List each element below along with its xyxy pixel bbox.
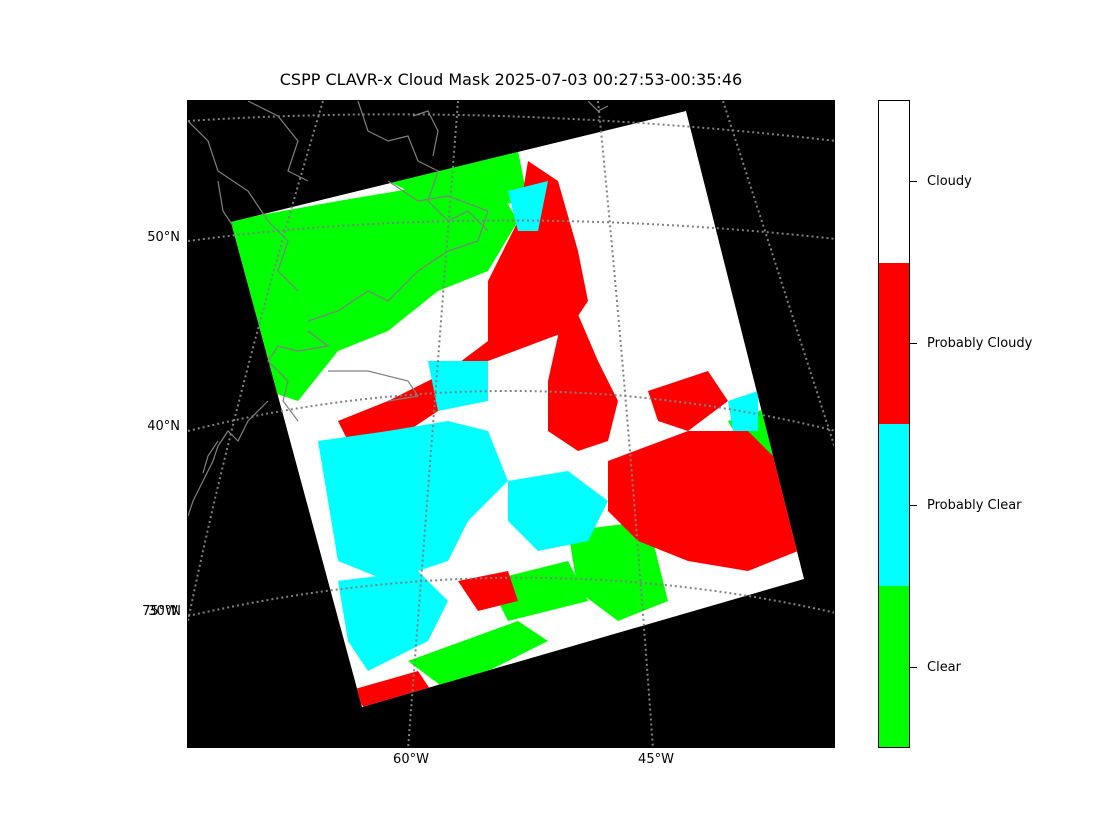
probably-clear-region: [508, 471, 608, 551]
lon-label-75w: 75°W: [142, 604, 178, 619]
probably-clear-region: [508, 181, 548, 231]
colorbar-tick: [910, 343, 917, 344]
probably-cloudy-region: [608, 431, 798, 571]
lat-label-50n: 50°N: [147, 230, 180, 245]
probably-cloudy-region: [458, 571, 518, 611]
colorbar-segment-probably-clear: [879, 424, 909, 586]
colorbar: [878, 100, 910, 748]
colorbar-label-cloudy: Cloudy: [927, 174, 972, 189]
map-panel[interactable]: [187, 100, 835, 748]
probably-cloudy-region: [648, 371, 728, 431]
clear-region: [568, 521, 668, 621]
probably-clear-region: [318, 421, 508, 581]
map-canvas: [188, 101, 834, 747]
probably-cloudy-region: [548, 291, 618, 451]
graticule: [188, 101, 834, 747]
colorbar-tick: [910, 181, 917, 182]
colorbar-tick: [910, 505, 917, 506]
colorbar-label-probably-clear: Probably Clear: [927, 498, 1022, 513]
coastlines: [188, 101, 609, 517]
clear-region: [388, 151, 528, 211]
clear-region: [408, 621, 548, 691]
probably-clear-region: [428, 361, 488, 411]
lon-label-45w: 45°W: [638, 752, 674, 767]
figure-title: CSPP CLAVR-x Cloud Mask 2025-07-03 00:27…: [279, 70, 743, 89]
lon-label-60w: 60°W: [393, 752, 429, 767]
lat-label-30n: 30°N: [148, 604, 181, 619]
colorbar-label-clear: Clear: [927, 660, 961, 675]
colorbar-tick: [910, 667, 917, 668]
lat-label-40n: 40°N: [147, 419, 180, 434]
colorbar-label-probably-cloudy: Probably Cloudy: [927, 336, 1033, 351]
probably-clear-region: [728, 391, 758, 431]
colorbar-segment-probably-cloudy: [879, 262, 909, 424]
clear-region: [231, 171, 518, 401]
colorbar-segment-clear: [879, 585, 909, 747]
colorbar-segment-cloudy: [879, 101, 909, 263]
clear-region: [488, 561, 588, 621]
